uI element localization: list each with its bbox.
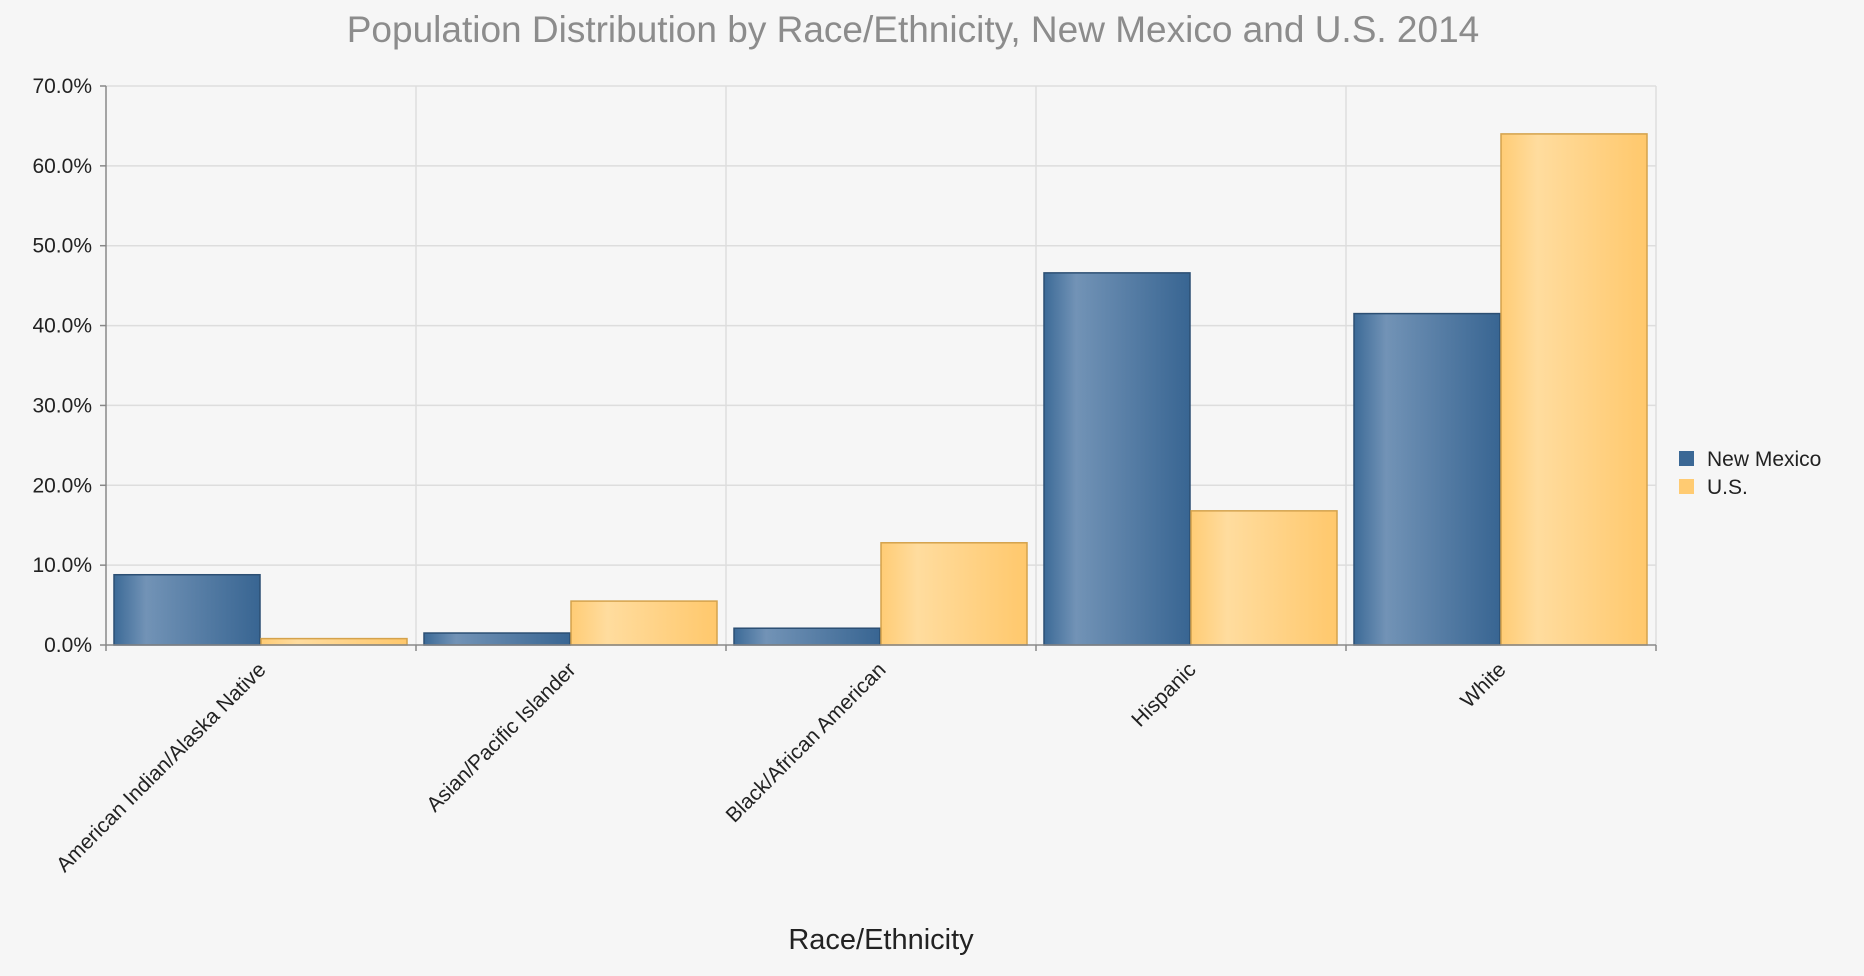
y-tick-label: 0.0% [44, 634, 92, 657]
y-tick-label: 70.0% [32, 75, 92, 98]
legend-label-new-mexico: New Mexico [1707, 448, 1821, 471]
x-tick-label: Black/African American [722, 658, 891, 827]
bar-u-s-hispanic [1190, 510, 1338, 646]
grid-lines [106, 85, 1657, 645]
x-tick-label: Hispanic [1127, 658, 1200, 731]
legend: New Mexico U.S. [1679, 448, 1821, 499]
bar-new-mexico-black-african-american [733, 627, 881, 646]
y-tick-label: 60.0% [32, 155, 92, 178]
x-tick-label: American Indian/Alaska Native [52, 658, 270, 876]
bar-u-s-asian-pacific-islander [570, 600, 718, 646]
bar-new-mexico-asian-pacific-islander [423, 632, 571, 646]
y-tick-label: 40.0% [32, 315, 92, 338]
legend-swatch-us [1679, 479, 1694, 494]
bar-new-mexico-american-indian-alaska-native [113, 573, 261, 646]
bar-u-s-white [1500, 133, 1648, 646]
bars [113, 133, 1648, 646]
chart-title: Population Distribution by Race/Ethnicit… [347, 9, 1480, 50]
x-axis-title: Race/Ethnicity [788, 924, 974, 956]
bar-new-mexico-white [1353, 312, 1501, 646]
bar-u-s-black-african-american [880, 542, 1028, 646]
legend-label-us: U.S. [1707, 476, 1748, 499]
y-tick-label: 30.0% [32, 394, 92, 417]
legend-swatch-new-mexico [1679, 451, 1694, 466]
y-axis-ticks: 0.0% 10.0% 20.0% 30.0% 40.0% 50.0% 60.0% 70.0% [32, 75, 106, 657]
y-tick-label: 50.0% [32, 235, 92, 258]
y-tick-label: 10.0% [32, 554, 92, 577]
bar-new-mexico-hispanic [1043, 272, 1191, 646]
bar-u-s-american-indian-alaska-native [260, 637, 408, 646]
axes [105, 86, 1656, 646]
legend-item-new-mexico: New Mexico [1679, 448, 1821, 471]
x-tick-label: Asian/Pacific Islander [422, 658, 580, 816]
legend-item-us: U.S. [1679, 476, 1748, 499]
y-tick-label: 20.0% [32, 474, 92, 497]
x-tick-label: White [1456, 658, 1510, 712]
x-axis-ticks: American Indian/Alaska Native Asian/Pacif… [52, 645, 1657, 877]
